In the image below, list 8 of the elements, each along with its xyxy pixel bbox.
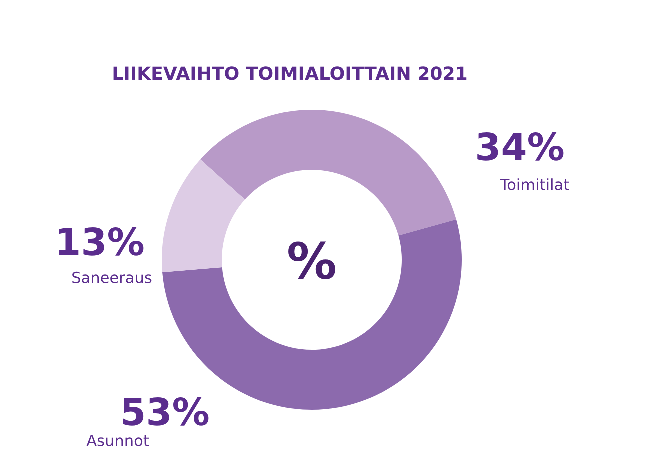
text: % (288, 242, 336, 280)
data-label: 34% (478, 132, 564, 161)
slice-label: Toimitilat (500, 178, 570, 190)
slice-label: Asunnot (86, 435, 150, 446)
data-label: 53% (123, 398, 209, 426)
data-label: 13% (59, 228, 144, 256)
slice-label: Saneeraus (72, 272, 152, 284)
chart-title: LIIKEVAIHTO TOIMIALOITTAIN 2021 (114, 66, 467, 80)
